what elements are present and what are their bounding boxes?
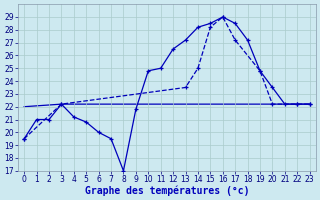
X-axis label: Graphe des températures (°c): Graphe des températures (°c) bbox=[85, 185, 249, 196]
